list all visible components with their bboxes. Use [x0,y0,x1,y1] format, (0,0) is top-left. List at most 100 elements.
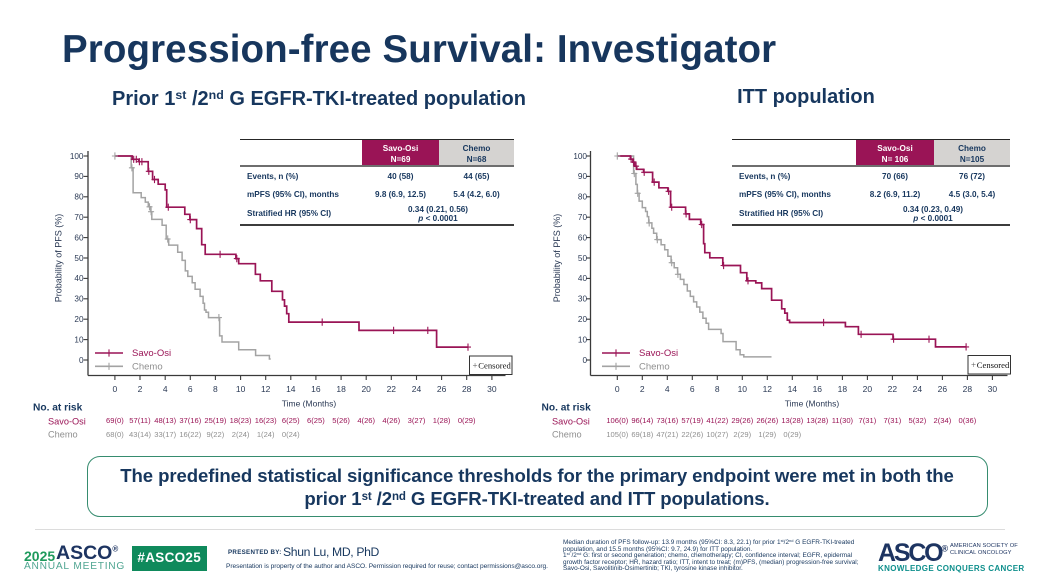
svg-text:Chemo: Chemo [48,430,78,440]
svg-text:41(22): 41(22) [706,416,728,425]
svg-text:20: 20 [863,384,873,394]
svg-text:8: 8 [715,384,720,394]
svg-text:69(0): 69(0) [106,416,124,425]
svg-text:Probability of PFS (%): Probability of PFS (%) [552,214,562,303]
svg-text:22(26): 22(26) [681,430,703,439]
svg-text:43(14): 43(14) [129,430,151,439]
svg-text:6: 6 [690,384,695,394]
svg-text:26: 26 [938,384,948,394]
svg-text:Censored: Censored [478,360,511,370]
svg-text:16: 16 [813,384,823,394]
svg-text:70: 70 [74,213,84,222]
svg-text:18(23): 18(23) [230,416,252,425]
svg-text:0: 0 [79,356,84,365]
svg-text:8: 8 [213,384,218,394]
svg-text:37(16): 37(16) [179,416,201,425]
svg-text:100: 100 [70,152,84,161]
svg-text:0: 0 [582,356,587,365]
svg-text:30: 30 [578,295,588,304]
svg-text:1(29): 1(29) [758,430,776,439]
svg-text:10: 10 [578,335,588,344]
svg-text:+: + [971,360,976,370]
svg-text:22: 22 [387,384,397,394]
svg-text:13(28): 13(28) [781,416,803,425]
svg-text:20: 20 [74,315,84,324]
svg-text:Savo-Osi: Savo-Osi [132,348,171,359]
svg-text:16(22): 16(22) [179,430,201,439]
svg-text:4(26): 4(26) [357,416,375,425]
svg-text:100: 100 [573,152,587,161]
svg-text:Savo-Osi: Savo-Osi [639,348,678,359]
svg-text:106(0): 106(0) [606,416,628,425]
svg-text:20: 20 [361,384,371,394]
svg-text:48(13): 48(13) [154,416,176,425]
svg-text:47(21): 47(21) [656,430,678,439]
svg-text:Savo-Osi: Savo-Osi [48,416,86,426]
svg-text:24: 24 [913,384,923,394]
svg-text:11(30): 11(30) [832,416,854,425]
svg-text:80: 80 [74,193,84,202]
svg-text:7(31): 7(31) [859,416,877,425]
svg-text:7(31): 7(31) [884,416,902,425]
svg-text:6(25): 6(25) [282,416,300,425]
svg-text:30: 30 [487,384,497,394]
svg-text:0(29): 0(29) [458,416,476,425]
svg-text:Savo-Osi: Savo-Osi [552,416,590,426]
svg-text:4: 4 [665,384,670,394]
svg-text:73(16): 73(16) [656,416,678,425]
svg-text:Chemo: Chemo [132,362,163,373]
svg-text:28: 28 [462,384,472,394]
svg-text:30: 30 [74,295,84,304]
svg-text:30: 30 [988,384,998,394]
svg-text:24: 24 [412,384,422,394]
svg-text:0(36): 0(36) [959,416,977,425]
svg-text:33(17): 33(17) [154,430,176,439]
svg-text:5(32): 5(32) [909,416,927,425]
svg-text:12: 12 [261,384,271,394]
svg-text:20: 20 [578,315,588,324]
svg-text:10: 10 [236,384,246,394]
svg-text:Censored: Censored [977,360,1010,370]
svg-text:26(26): 26(26) [756,416,778,425]
svg-text:2(29): 2(29) [733,430,751,439]
svg-text:18: 18 [336,384,346,394]
svg-text:2(34): 2(34) [934,416,952,425]
svg-text:22: 22 [888,384,898,394]
svg-text:4: 4 [163,384,168,394]
svg-text:1(24): 1(24) [257,430,275,439]
svg-text:14: 14 [788,384,798,394]
svg-text:Chemo: Chemo [552,430,582,440]
svg-text:57(11): 57(11) [129,416,151,425]
svg-text:96(14): 96(14) [631,416,653,425]
svg-text:6(25): 6(25) [307,416,325,425]
svg-text:68(0): 68(0) [106,430,124,439]
svg-text:+: + [473,360,478,370]
svg-text:0: 0 [113,384,118,394]
svg-text:10: 10 [74,335,84,344]
svg-text:6: 6 [188,384,193,394]
svg-text:3(27): 3(27) [408,416,426,425]
svg-text:Time (Months): Time (Months) [785,399,840,409]
svg-text:9(22): 9(22) [207,430,225,439]
svg-text:No. at risk: No. at risk [542,402,592,413]
svg-text:80: 80 [578,193,588,202]
svg-text:40: 40 [74,274,84,283]
svg-text:4(26): 4(26) [382,416,400,425]
svg-text:5(26): 5(26) [332,416,350,425]
svg-text:10: 10 [738,384,748,394]
svg-text:Probability of PFS (%): Probability of PFS (%) [54,214,64,303]
svg-text:1(28): 1(28) [433,416,451,425]
svg-text:26: 26 [437,384,447,394]
svg-text:90: 90 [74,172,84,181]
svg-text:29(26): 29(26) [731,416,753,425]
svg-text:14: 14 [286,384,296,394]
svg-text:0(24): 0(24) [282,430,300,439]
svg-text:57(19): 57(19) [681,416,703,425]
svg-text:28: 28 [963,384,973,394]
svg-text:2(24): 2(24) [232,430,250,439]
svg-text:2: 2 [138,384,143,394]
svg-text:2: 2 [640,384,645,394]
svg-text:70: 70 [578,213,588,222]
svg-text:69(18): 69(18) [631,430,653,439]
svg-text:13(28): 13(28) [806,416,828,425]
